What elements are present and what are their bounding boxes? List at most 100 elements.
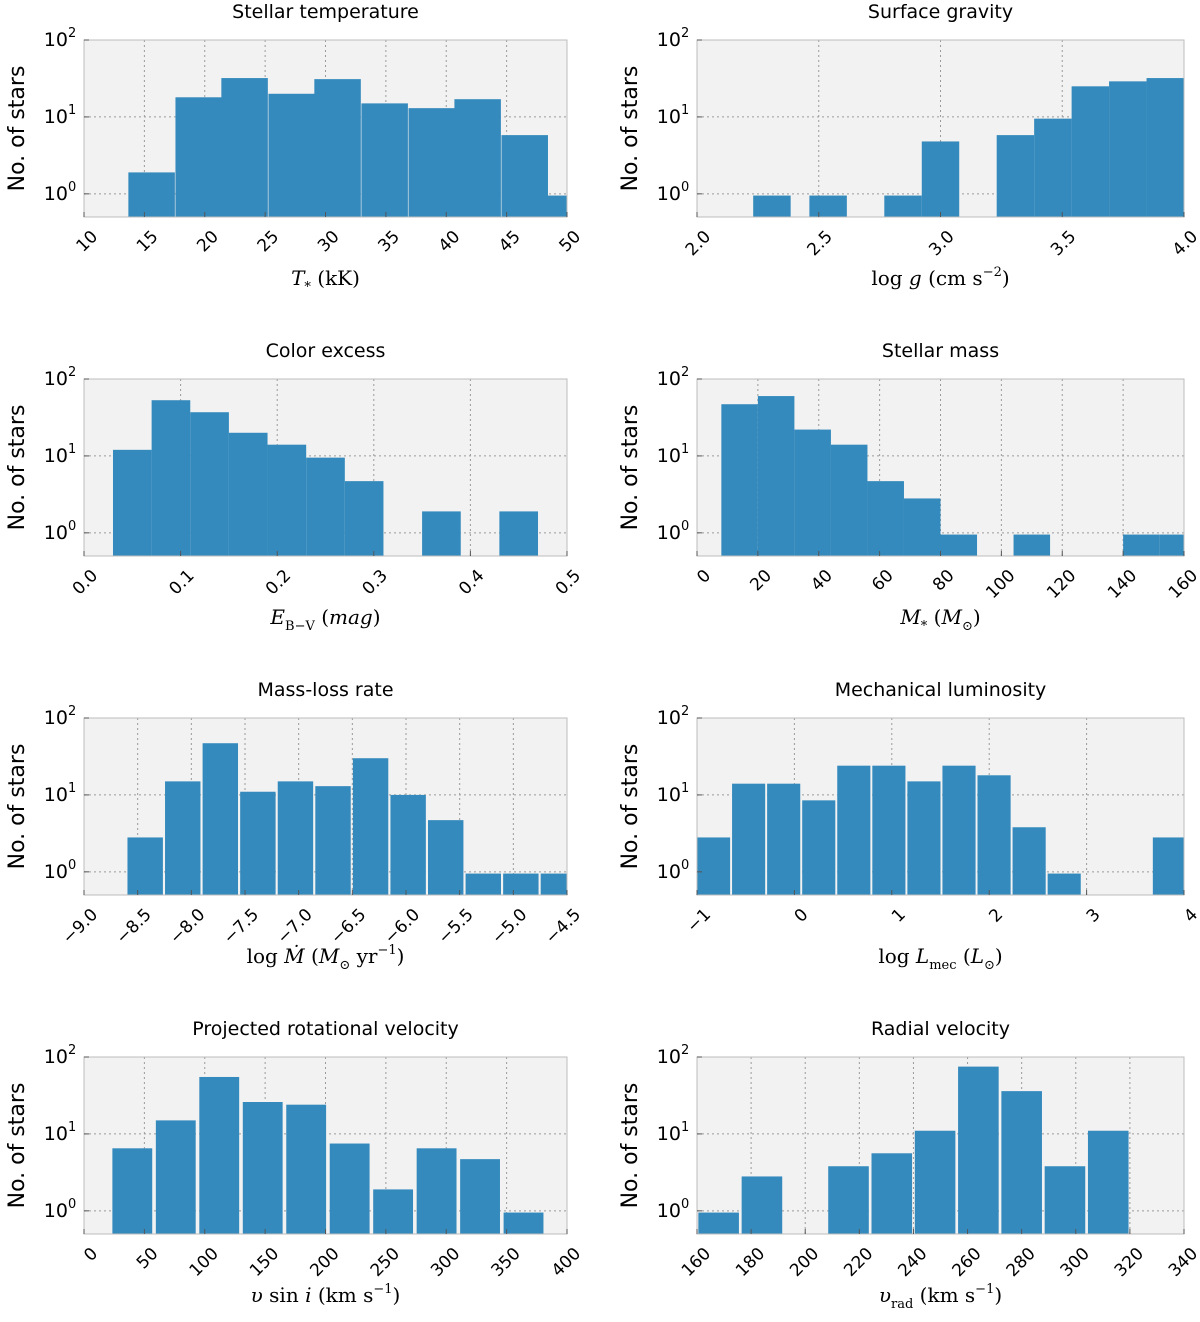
histogram-bar	[390, 794, 426, 895]
chart-title: Mechanical luminosity	[835, 679, 1047, 701]
x-axis-label: log Lmec (L⊙)	[878, 944, 1002, 973]
bars	[127, 743, 613, 895]
plot-frame	[83, 378, 568, 557]
y-tick-label: 101	[44, 442, 76, 467]
x-tick-label: 60	[868, 566, 897, 595]
histogram-bar	[315, 786, 351, 895]
chart-panel-stellar-mass: 0 20 40 60 80 100 120 140 160 100 101 102 No. of sta…	[618, 340, 1200, 634]
x-tick-label: −7.0	[273, 905, 316, 948]
histogram-bar	[465, 873, 501, 895]
y-tick-label: 102	[657, 365, 689, 390]
y-tick-label: 102	[44, 704, 76, 729]
x-tick-label: 200	[786, 1244, 823, 1281]
histogram-bar	[267, 444, 307, 556]
histogram-bar	[1184, 67, 1200, 217]
y-tick-label: 101	[44, 781, 76, 806]
y-tick-label: 101	[657, 781, 689, 806]
histogram-bar	[428, 820, 464, 895]
x-tick-label: 220	[840, 1244, 877, 1281]
x-tick-label: 0	[791, 905, 813, 927]
x-tick-label: 15	[133, 227, 162, 256]
x-tick-label: 0	[693, 566, 715, 588]
y-tick-label: 100	[44, 519, 76, 544]
y-tick-label: 102	[44, 365, 76, 390]
x-axis-label: T* (kK)	[291, 266, 360, 295]
histogram-bar	[128, 172, 175, 217]
x-tick-label: 40	[807, 566, 836, 595]
histogram-bar	[408, 108, 456, 217]
histogram-bar	[1071, 86, 1110, 217]
y-tick-label: 102	[657, 704, 689, 729]
histogram-bar	[732, 783, 766, 895]
bars	[721, 396, 1184, 556]
bars	[112, 1076, 544, 1234]
histogram-bar	[112, 1148, 153, 1234]
histogram-bar	[1001, 1091, 1042, 1234]
x-tick-label: 400	[548, 1244, 585, 1281]
chart-panel-color-excess: 0.0 0.1 0.2 0.3 0.4 0.5 100 101 102 No. of stars C…	[5, 340, 585, 634]
y-axis-label: No. of stars	[5, 744, 30, 870]
histogram-bar	[306, 457, 345, 556]
histogram-bar	[830, 444, 868, 556]
y-tick-label: 102	[44, 26, 76, 51]
plot-frame	[83, 717, 568, 896]
x-tick-label: −4.5	[542, 905, 585, 948]
plot-frame	[696, 717, 1185, 896]
x-tick-label: 3	[1083, 905, 1105, 927]
x-tick-label: 35	[374, 227, 403, 256]
bars	[128, 78, 567, 217]
x-tick-label: 2.0	[682, 227, 715, 260]
x-tick-label: 25	[254, 227, 283, 256]
histogram-bar	[794, 429, 831, 556]
histogram-bar	[698, 1212, 739, 1234]
y-axis-label: No. of stars	[5, 405, 30, 531]
x-tick-label: −5.5	[434, 905, 477, 948]
histogram-bar	[314, 79, 361, 217]
bars	[112, 400, 539, 556]
histogram-bar	[809, 195, 847, 217]
chart-title: Mass-loss rate	[257, 679, 393, 701]
x-tick-label: 260	[948, 1244, 985, 1281]
x-axis-label: M* (M⊙)	[899, 605, 980, 634]
histogram-bar	[914, 1130, 956, 1234]
histogram-bar	[578, 850, 613, 895]
histogram-bar	[721, 404, 758, 556]
x-tick-label: 4	[1180, 905, 1200, 927]
y-axis-label: No. of stars	[618, 405, 643, 531]
histogram-bar	[1087, 1130, 1129, 1234]
x-tick-label: 0.5	[552, 566, 585, 599]
chart-title: Stellar temperature	[232, 1, 419, 23]
histogram-bar	[503, 1212, 544, 1234]
x-tick-label: 50	[556, 227, 585, 256]
histogram-bar	[190, 412, 229, 556]
y-axis-label: No. of stars	[618, 66, 643, 192]
histogram-bar	[242, 1102, 283, 1234]
histogram-bar	[352, 758, 389, 895]
histogram-bar	[454, 99, 501, 217]
y-axis-label: No. of stars	[618, 1083, 643, 1209]
bars	[697, 765, 1184, 895]
y-tick-label: 101	[657, 103, 689, 128]
x-tick-label: 1	[888, 905, 910, 927]
histogram-bar	[1013, 534, 1051, 556]
histogram-bar	[903, 498, 941, 556]
x-axis-label: υ sin i (km s−1)	[251, 1282, 401, 1307]
histogram-bar	[837, 765, 871, 895]
x-tick-label: −8.5	[112, 905, 155, 948]
histogram-bar	[1034, 118, 1072, 217]
histogram-bar	[499, 511, 539, 556]
y-axis-label: No. of stars	[5, 1083, 30, 1209]
histogram-bar	[525, 195, 567, 217]
histogram-bar	[741, 1176, 783, 1234]
x-tick-label: 100	[982, 566, 1019, 603]
y-tick-label: 100	[44, 180, 76, 205]
y-tick-label: 102	[44, 1043, 76, 1068]
x-tick-label: 3.5	[1047, 227, 1080, 260]
histogram-bar	[112, 449, 152, 556]
x-tick-label: 45	[495, 227, 524, 256]
histogram-bar	[871, 1153, 913, 1234]
x-tick-label: 180	[732, 1244, 769, 1281]
histogram-bar	[907, 781, 941, 895]
histogram-bar	[228, 432, 268, 556]
histogram-bar	[996, 135, 1035, 217]
